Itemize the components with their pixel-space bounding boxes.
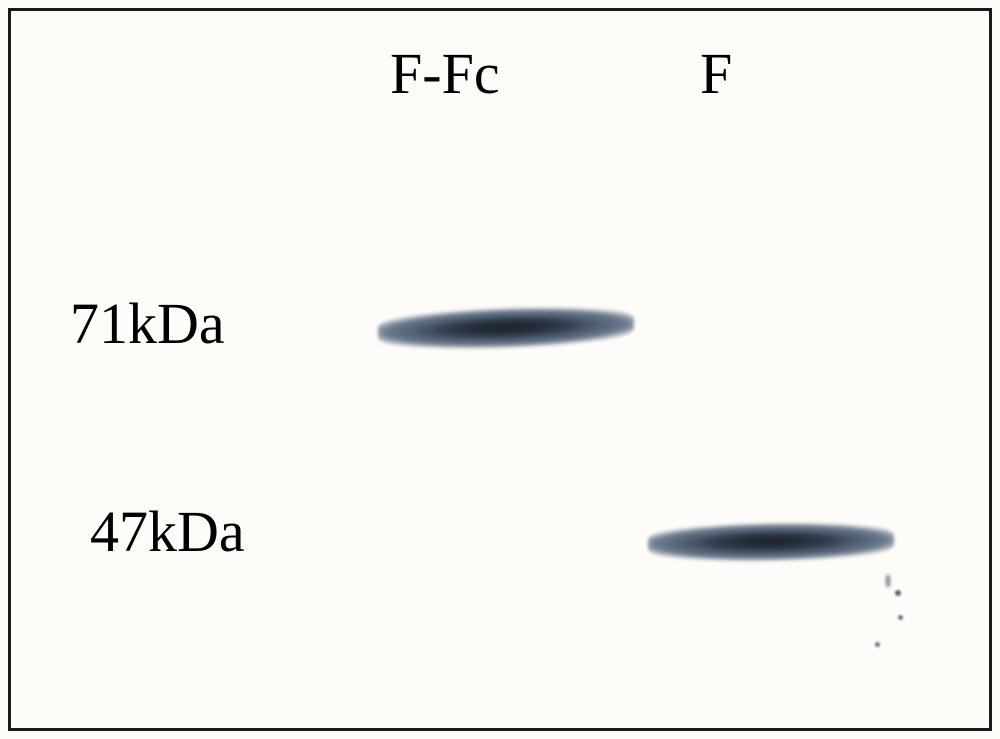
blot-artifact — [898, 615, 903, 620]
blot-artifact — [895, 590, 901, 596]
mw-label-47: 47kDa — [90, 498, 245, 565]
mw-label-71: 71kDa — [70, 290, 225, 357]
figure-border — [8, 8, 992, 731]
lane-label-f: F — [700, 40, 732, 107]
blot-artifact — [875, 642, 880, 647]
lane-label-ffc: F-Fc — [390, 40, 500, 107]
blot-artifact — [886, 575, 890, 587]
